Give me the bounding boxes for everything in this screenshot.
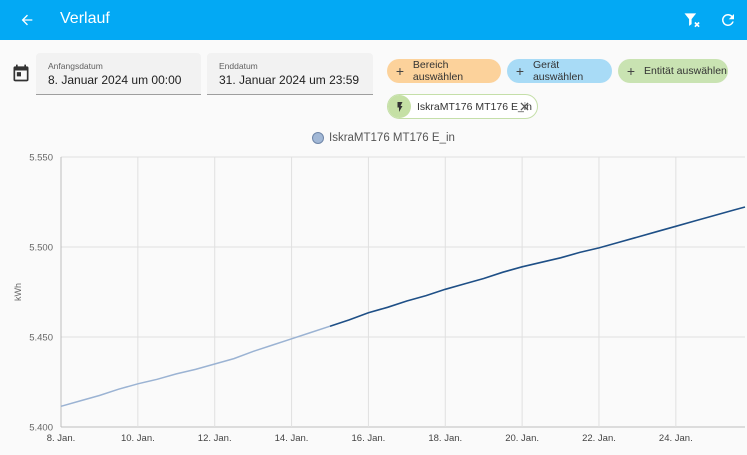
x-tick-label: 22. Jan.	[582, 433, 616, 444]
plus-icon: +	[395, 63, 405, 79]
y-axis-label: kWh	[13, 283, 23, 301]
x-tick-label: 18. Jan.	[428, 433, 462, 444]
refresh-icon	[721, 13, 734, 26]
app-toolbar: Verlauf	[0, 0, 747, 40]
selected-entity-label: IskraMT176 MT176 E_in	[417, 100, 532, 113]
select-entity-chip[interactable]: + Entität auswählen	[618, 59, 728, 83]
selected-entity-chip[interactable]: IskraMT176 MT176 E_in	[387, 94, 538, 119]
close-icon	[519, 101, 529, 111]
arrow-left-icon	[21, 14, 33, 26]
x-tick-label: 10. Jan.	[121, 433, 155, 444]
select-device-label: Gerät auswählen	[532, 59, 584, 83]
x-tick-label: 24. Jan.	[659, 433, 693, 444]
end-date-field[interactable]: Enddatum 31. Januar 2024 um 23:59	[207, 53, 373, 95]
calendar-icon[interactable]	[11, 63, 31, 83]
start-date-field[interactable]: Anfangsdatum 8. Januar 2024 um 00:00	[36, 53, 201, 95]
lightning-bolt-icon	[388, 95, 411, 118]
plus-icon: +	[515, 63, 525, 79]
plus-icon: +	[626, 63, 636, 79]
select-area-label: Bereich auswählen	[412, 59, 464, 83]
back-button[interactable]	[14, 8, 40, 32]
start-date-label: Anfangsdatum	[48, 61, 103, 71]
series-line-faded	[60, 325, 331, 408]
clear-filter-button[interactable]	[680, 8, 704, 32]
end-date-value: 31. Januar 2024 um 23:59	[219, 73, 360, 87]
history-chart: 5.400 5.450 5.500 5.550 8. Jan. 10. Jan. 12. …	[13, 153, 746, 444]
select-device-chip[interactable]: + Gerät auswählen	[507, 59, 612, 83]
select-area-chip[interactable]: + Bereich auswählen	[387, 59, 501, 83]
legend-label: IskraMT176 MT176 E_in	[329, 132, 455, 144]
x-tick-label: 12. Jan.	[198, 433, 232, 444]
start-date-value: 8. Januar 2024 um 00:00	[48, 73, 182, 87]
filter-remove-icon	[684, 13, 700, 28]
chart-legend[interactable]: IskraMT176 MT176 E_in	[312, 129, 455, 147]
x-tick-label: 20. Jan.	[505, 433, 539, 444]
y-tick-label: 5.500	[29, 243, 53, 254]
series-line	[329, 206, 746, 327]
chart-series	[60, 206, 746, 408]
y-tick-label: 5.450	[29, 333, 53, 344]
refresh-button[interactable]	[716, 8, 740, 32]
end-date-label: Enddatum	[219, 61, 258, 71]
select-entity-label: Entität auswählen	[644, 65, 727, 77]
chart-grid	[60, 156, 745, 428]
x-axis-ticks: 8. Jan. 10. Jan. 12. Jan. 14. Jan. 16. Jan. 1…	[47, 433, 693, 444]
y-tick-label: 5.550	[29, 153, 53, 164]
y-tick-label: 5.400	[29, 423, 53, 434]
x-tick-label: 16. Jan.	[352, 433, 386, 444]
x-tick-label: 8. Jan.	[47, 433, 76, 444]
y-axis-ticks: 5.400 5.450 5.500 5.550	[29, 153, 53, 434]
x-tick-label: 14. Jan.	[275, 433, 309, 444]
remove-entity-button[interactable]	[517, 99, 531, 113]
legend-swatch	[312, 132, 324, 144]
page-title: Verlauf	[60, 10, 110, 27]
